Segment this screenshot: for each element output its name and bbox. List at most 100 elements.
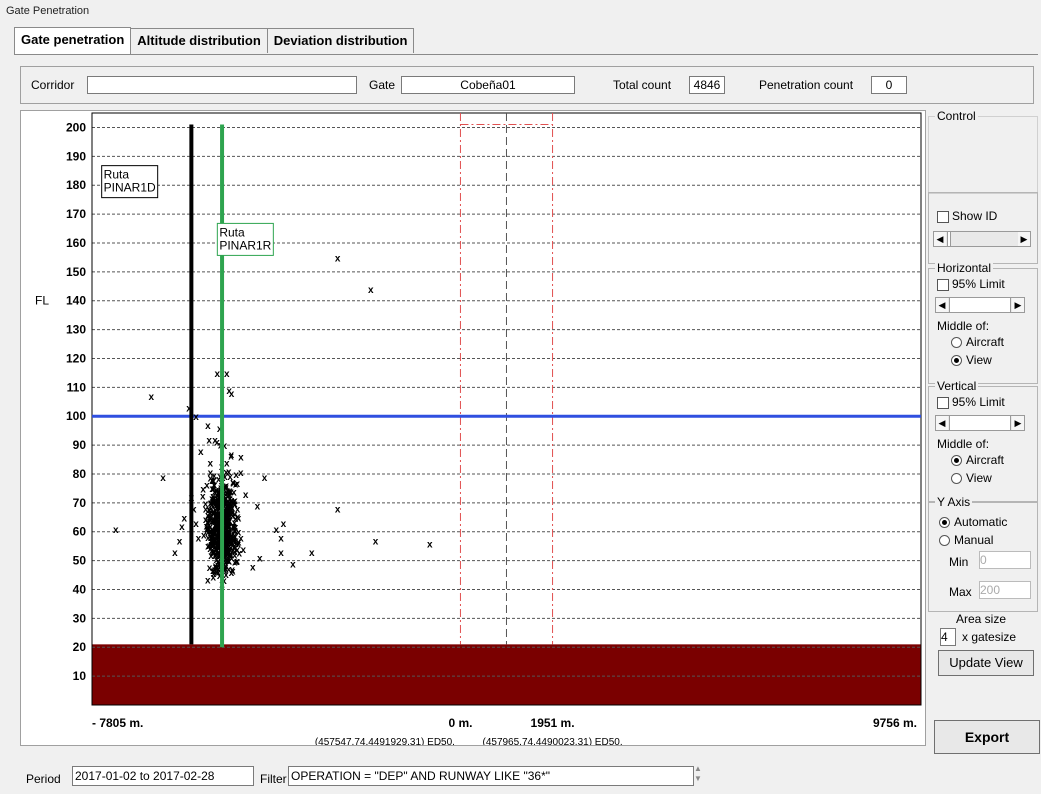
period-field[interactable]: 2017-01-02 to 2017-02-28 [72,766,254,786]
gate-field[interactable]: Cobeña01 [401,76,575,94]
data-point: x [216,488,222,499]
corridor-field[interactable] [87,76,357,94]
slider-right-arrow-icon[interactable]: ▶ [1018,232,1030,246]
y-axis-manual-radio[interactable]: Manual [939,533,993,547]
data-point: x [209,541,215,552]
filter-field[interactable]: OPERATION = "DEP" AND RUNWAY LIKE "36*" [288,766,694,786]
data-point: x [203,499,209,510]
slider-right-arrow-icon[interactable]: ▶ [1012,298,1024,312]
data-point: x [210,572,216,583]
horizontal-title: Horizontal [935,261,994,275]
filter-spin-icon[interactable]: ▲ ▼ [694,764,702,783]
show-id-checkbox[interactable]: Show ID [937,209,997,223]
data-point: x [216,511,222,522]
slider-left-arrow-icon[interactable]: ◀ [934,232,946,246]
horizontal-95-limit-checkbox[interactable]: 95% Limit [937,277,1005,291]
slider-thumb[interactable] [947,232,951,246]
y-axis-automatic-radio[interactable]: Automatic [939,515,1007,529]
data-point: x [243,490,249,501]
tab-gate-penetration[interactable]: Gate penetration [14,27,132,54]
data-point: x [223,509,229,520]
data-point: x [214,503,220,514]
data-point: x [229,505,235,516]
slider-left-arrow-icon[interactable]: ◀ [936,416,948,430]
data-point: x [278,534,284,545]
data-point: x [214,514,220,525]
vertical-slider[interactable]: ◀ ▶ [935,415,1025,431]
area-size-input[interactable]: 4 [940,628,956,646]
y-axis-max-input[interactable]: 200 [979,581,1031,599]
update-view-button[interactable]: Update View [938,650,1034,676]
data-point: x [206,523,212,534]
y-axis-automatic-label: Automatic [954,515,1008,529]
data-point: x [236,539,242,550]
data-point: x [224,514,230,525]
data-point: x [224,556,230,567]
data-point: x [209,526,215,537]
data-point: x [226,527,232,538]
data-point: x [230,538,236,549]
data-point: x [208,533,214,544]
horizontal-view-radio[interactable]: View [951,353,992,367]
y-axis-min-input[interactable]: 0 [979,551,1031,569]
data-point: x [182,513,188,524]
data-point: x [210,514,216,525]
data-point: x [207,528,213,539]
data-point: x [217,523,223,534]
tab-deviation-distribution[interactable]: Deviation distribution [266,28,415,53]
data-point: x [216,518,222,529]
horizontal-aircraft-radio[interactable]: Aircraft [951,335,1004,349]
route-label-name: PINAR1R [219,238,271,252]
vertical-aircraft-radio[interactable]: Aircraft [951,453,1004,467]
data-point: x [215,525,221,536]
data-point: x [228,537,234,548]
data-point: x [262,473,268,484]
data-point: x [224,502,230,513]
data-point: x [224,534,230,545]
horizontal-slider[interactable]: ◀ ▶ [935,297,1025,313]
data-point: x [216,551,222,562]
data-point: x [216,532,222,543]
data-point: x [213,545,219,556]
show-id-slider[interactable]: ◀ ▶ [933,231,1031,247]
data-point: x [225,531,231,542]
data-point: x [233,539,239,550]
slider-right-arrow-icon[interactable]: ▶ [1012,416,1024,430]
tab-altitude-distribution[interactable]: Altitude distribution [130,28,268,53]
gate-penetration-plot[interactable]: 10 20 30 40 50 60 70 80 90 100 110 120 130 140 150 160 1… [20,110,926,748]
data-point: x [226,386,232,397]
data-point: x [221,517,227,528]
data-point: x [212,530,218,541]
data-point: x [223,537,229,548]
data-point: x [208,468,214,479]
data-point: x [205,575,211,586]
data-point: x [231,529,237,540]
y-tick-label: 130 [66,323,86,337]
data-point: x [232,499,238,510]
slider-thumb[interactable] [949,298,1011,312]
data-point: x [216,538,222,549]
data-point: x [210,491,216,502]
data-point: x [230,546,236,557]
vertical-95-limit-checkbox[interactable]: 95% Limit [937,395,1005,409]
data-point: x [226,507,232,518]
data-point: x [213,545,219,556]
data-point: x [228,534,234,545]
y-tick-label: 20 [73,640,87,654]
data-point: x [233,470,239,481]
penetration-count-field: 0 [871,76,907,94]
data-point: x [232,550,238,561]
control-panel: Control Show ID ◀ ▶ Horizontal 95% Limit… [926,109,1040,754]
data-point: x [209,494,215,505]
data-point: x [211,531,217,542]
data-point: x [217,424,223,435]
data-point: x [217,530,223,541]
data-point: x [214,524,220,535]
export-button[interactable]: Export [934,720,1040,754]
control-group: Control [928,109,1038,194]
data-point: x [207,563,213,574]
vertical-view-radio[interactable]: View [951,471,992,485]
data-point: x [223,540,229,551]
slider-thumb[interactable] [949,416,1011,430]
slider-left-arrow-icon[interactable]: ◀ [936,298,948,312]
